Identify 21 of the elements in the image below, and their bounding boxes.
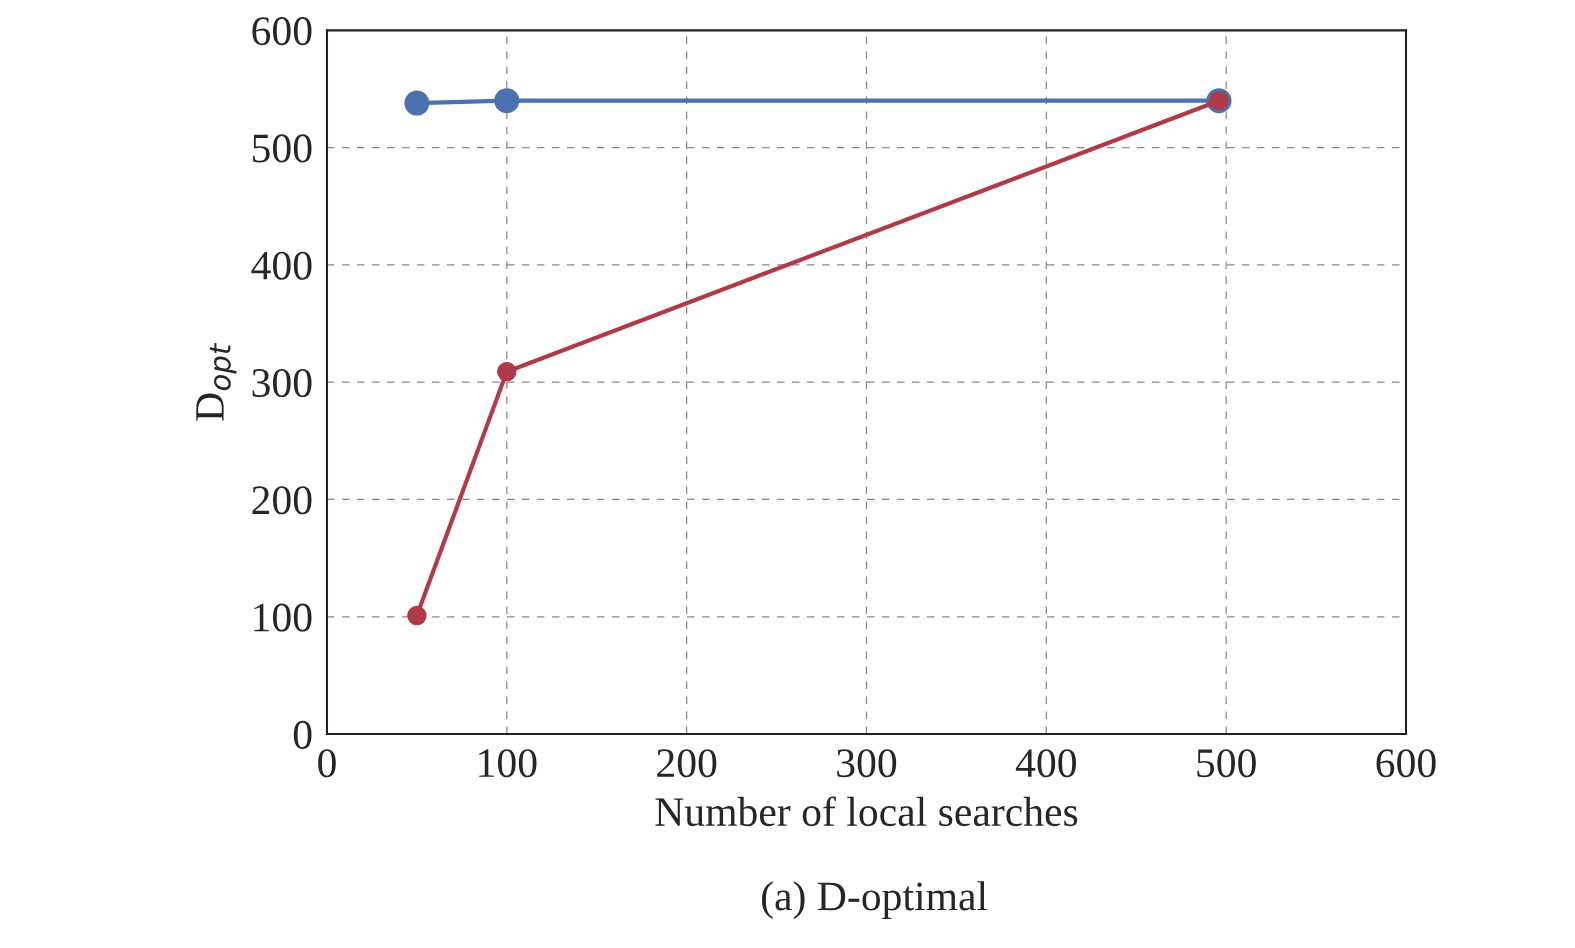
- y-tick-label: 300: [252, 368, 312, 398]
- point: [407, 605, 427, 626]
- x-tick-label: 200: [657, 749, 717, 778]
- y-tick-label: 100: [254, 603, 312, 632]
- y-tick-label: 500: [253, 134, 312, 163]
- text: (a) D-optimal: [761, 881, 988, 919]
- point: [497, 361, 517, 382]
- point: [404, 90, 430, 116]
- y-axis-title: D$_{opt}$: [196, 342, 237, 421]
- x-axis-title: Number of local searches: [655, 796, 1078, 827]
- y-tick-label: 600: [252, 17, 312, 46]
- x-tick-label: 600: [1376, 749, 1436, 778]
- point: [494, 88, 520, 114]
- x-tick-label: 100: [479, 749, 537, 778]
- y-tick-label: 400: [251, 251, 312, 280]
- y-tick-label: 0: [293, 720, 312, 749]
- x-tick-label: 300: [837, 749, 897, 778]
- x-tick-label: 0: [318, 749, 336, 778]
- y-tick-label: 200: [252, 486, 312, 515]
- x-tick-label: 400: [1015, 749, 1076, 778]
- x-tick-label: 500: [1197, 749, 1256, 778]
